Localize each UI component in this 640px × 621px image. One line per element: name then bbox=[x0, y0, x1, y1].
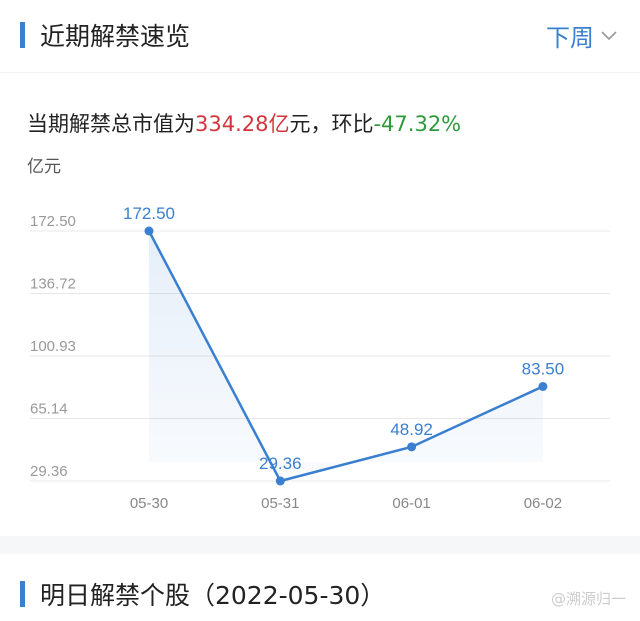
y-tick-label: 172.50 bbox=[30, 213, 76, 230]
chevron-down-icon bbox=[601, 30, 617, 40]
y-tick-label: 100.93 bbox=[30, 338, 76, 355]
x-tick-label: 05-30 bbox=[130, 495, 168, 512]
section-header: 近期解禁速览 下周 bbox=[0, 0, 640, 73]
summary-change: -47.32% bbox=[373, 112, 462, 136]
summary-prefix: 当期解禁总市值为 bbox=[27, 112, 195, 136]
y-tick-label: 65.14 bbox=[30, 401, 68, 418]
accent-bar bbox=[20, 22, 25, 48]
series-line bbox=[147, 230, 544, 483]
data-point bbox=[275, 476, 285, 486]
y-tick-label: 136.72 bbox=[30, 275, 76, 292]
data-label: 48.92 bbox=[390, 420, 433, 439]
y-tick-label: 29.36 bbox=[30, 463, 68, 480]
period-dropdown[interactable]: 下周 bbox=[546, 18, 618, 53]
x-tick-label: 06-02 bbox=[524, 495, 562, 512]
x-tick-label: 05-31 bbox=[261, 495, 299, 512]
period-label: 下周 bbox=[546, 24, 594, 52]
summary-total: 334.28亿 bbox=[195, 112, 290, 136]
data-label: 29.36 bbox=[259, 454, 302, 473]
summary-text: 当期解禁总市值为334.28亿元，环比-47.32% bbox=[27, 108, 461, 138]
data-label: 172.50 bbox=[123, 204, 175, 223]
x-tick-label: 06-01 bbox=[392, 495, 430, 512]
section-separator bbox=[0, 536, 640, 554]
section2-title: 明日解禁个股（2022-05-30） bbox=[40, 581, 386, 610]
area-fill bbox=[149, 231, 543, 481]
data-point bbox=[407, 442, 417, 452]
data-point bbox=[144, 226, 154, 236]
section-title: 近期解禁速览 bbox=[40, 22, 191, 51]
y-unit-label: 亿元 bbox=[27, 157, 61, 177]
accent-bar-2 bbox=[20, 581, 25, 607]
watermark: @溯源归一 bbox=[550, 590, 626, 608]
line-chart: 172.50 136.72 100.93 65.14 29.36 172.50 05-30 2… bbox=[30, 204, 610, 512]
data-label: 83.50 bbox=[522, 359, 565, 378]
summary-mid: 元，环比 bbox=[289, 112, 374, 136]
data-point bbox=[538, 381, 548, 391]
